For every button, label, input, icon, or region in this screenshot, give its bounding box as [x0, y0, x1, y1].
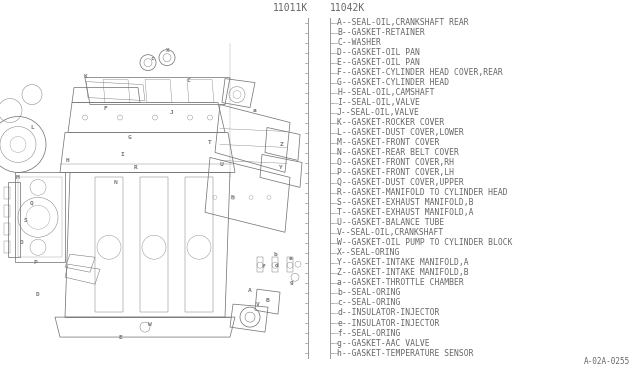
Text: c: c [150, 56, 154, 61]
Text: H--SEAL-OIL,CAMSHAFT: H--SEAL-OIL,CAMSHAFT [337, 88, 435, 97]
Text: h: h [230, 195, 234, 200]
Text: F: F [103, 106, 107, 111]
Text: B--GASKET-RETAINER: B--GASKET-RETAINER [337, 28, 425, 37]
Text: M: M [16, 175, 20, 180]
Text: S: S [23, 218, 27, 223]
Text: g: g [290, 280, 294, 285]
Text: L--GASKET-DUST COVER,LOWER: L--GASKET-DUST COVER,LOWER [337, 128, 464, 137]
Text: 11011K: 11011K [273, 3, 308, 13]
Text: C--WASHER: C--WASHER [337, 38, 381, 47]
Text: g--GASKET-AAC VALVE: g--GASKET-AAC VALVE [337, 339, 429, 347]
Text: d: d [275, 263, 279, 268]
Text: O: O [20, 240, 24, 245]
Text: J--SEAL-OIL,VALVE: J--SEAL-OIL,VALVE [337, 108, 420, 117]
Text: J: J [170, 110, 174, 115]
Text: Y--GASKET-INTAKE MANIFOLD,A: Y--GASKET-INTAKE MANIFOLD,A [337, 259, 468, 267]
Text: E--GASKET-OIL PAN: E--GASKET-OIL PAN [337, 58, 420, 67]
Text: R--GASKET-MANIFOLD TO CYLINDER HEAD: R--GASKET-MANIFOLD TO CYLINDER HEAD [337, 188, 508, 198]
Text: Q--GASKET-DUST COVER,UPPER: Q--GASKET-DUST COVER,UPPER [337, 178, 464, 187]
Text: O--GASKET-FRONT COVER,RH: O--GASKET-FRONT COVER,RH [337, 158, 454, 167]
Text: Z--GASKET-INTAKE MANIFOLD,B: Z--GASKET-INTAKE MANIFOLD,B [337, 269, 468, 278]
Text: F--GASKET-CYLINDER HEAD COVER,REAR: F--GASKET-CYLINDER HEAD COVER,REAR [337, 68, 503, 77]
Text: h--GASKET-TEMPERATURE SENSOR: h--GASKET-TEMPERATURE SENSOR [337, 349, 474, 357]
Text: T: T [208, 140, 212, 145]
Text: U: U [220, 162, 224, 167]
Text: K--GASKET-ROCKER COVER: K--GASKET-ROCKER COVER [337, 118, 444, 127]
Text: I--SEAL-OIL,VALVE: I--SEAL-OIL,VALVE [337, 98, 420, 107]
Text: B: B [266, 298, 270, 303]
Text: H: H [66, 158, 70, 163]
Text: 11042K: 11042K [330, 3, 365, 13]
Text: W--GASKET-OIL PUMP TO CYLINDER BLOCK: W--GASKET-OIL PUMP TO CYLINDER BLOCK [337, 238, 513, 247]
Text: M--GASKET-FRONT COVER: M--GASKET-FRONT COVER [337, 138, 440, 147]
Text: Y: Y [278, 165, 282, 170]
Text: N: N [113, 180, 117, 185]
Text: b: b [273, 252, 277, 257]
Text: I: I [120, 152, 124, 157]
Text: A--SEAL-OIL,CRANKSHAFT REAR: A--SEAL-OIL,CRANKSHAFT REAR [337, 18, 468, 27]
Text: d--INSULATOR-INJECTOR: d--INSULATOR-INJECTOR [337, 308, 440, 317]
Text: A-02A-0255: A-02A-0255 [584, 357, 630, 366]
Text: N--GASKET-REAR BELT COVER: N--GASKET-REAR BELT COVER [337, 148, 459, 157]
Text: c--SEAL-ORING: c--SEAL-ORING [337, 298, 401, 308]
Text: S--GASKET-EXHAUST MANIFOLD,B: S--GASKET-EXHAUST MANIFOLD,B [337, 198, 474, 208]
Text: T--GASKET-EXHAUST MANIFOLD,A: T--GASKET-EXHAUST MANIFOLD,A [337, 208, 474, 217]
Text: C: C [186, 78, 190, 83]
Text: b--SEAL-ORING: b--SEAL-ORING [337, 288, 401, 298]
Text: a--GASKET-THROTTLE CHAMBER: a--GASKET-THROTTLE CHAMBER [337, 279, 464, 288]
Text: P--GASKET-FRONT COVER,LH: P--GASKET-FRONT COVER,LH [337, 169, 454, 177]
Text: E: E [118, 334, 122, 340]
Text: f: f [261, 264, 265, 269]
Text: f--SEAL-ORING: f--SEAL-ORING [337, 328, 401, 337]
Text: X--SEAL-ORING: X--SEAL-ORING [337, 248, 401, 257]
Text: X: X [166, 48, 170, 53]
Text: G--GASKET-CYLINDER HEAD: G--GASKET-CYLINDER HEAD [337, 78, 449, 87]
Text: K: K [84, 74, 88, 79]
Text: Z: Z [280, 142, 284, 147]
Text: R: R [133, 165, 137, 170]
Text: L: L [30, 125, 34, 130]
Text: G: G [128, 135, 132, 140]
Text: V--SEAL-OIL,CRANKSHAFT: V--SEAL-OIL,CRANKSHAFT [337, 228, 444, 237]
Text: P: P [33, 260, 37, 265]
Text: W: W [148, 322, 152, 327]
Text: e--INSULATOR-INJECTOR: e--INSULATOR-INJECTOR [337, 318, 440, 327]
Text: e: e [289, 256, 293, 261]
Text: a: a [253, 108, 257, 113]
Text: V: V [256, 302, 260, 307]
Text: D: D [36, 292, 40, 296]
Text: A: A [248, 288, 252, 293]
Text: D--GASKET-OIL PAN: D--GASKET-OIL PAN [337, 48, 420, 57]
Text: Q: Q [30, 200, 34, 205]
Text: U--GASKET-BALANCE TUBE: U--GASKET-BALANCE TUBE [337, 218, 444, 227]
